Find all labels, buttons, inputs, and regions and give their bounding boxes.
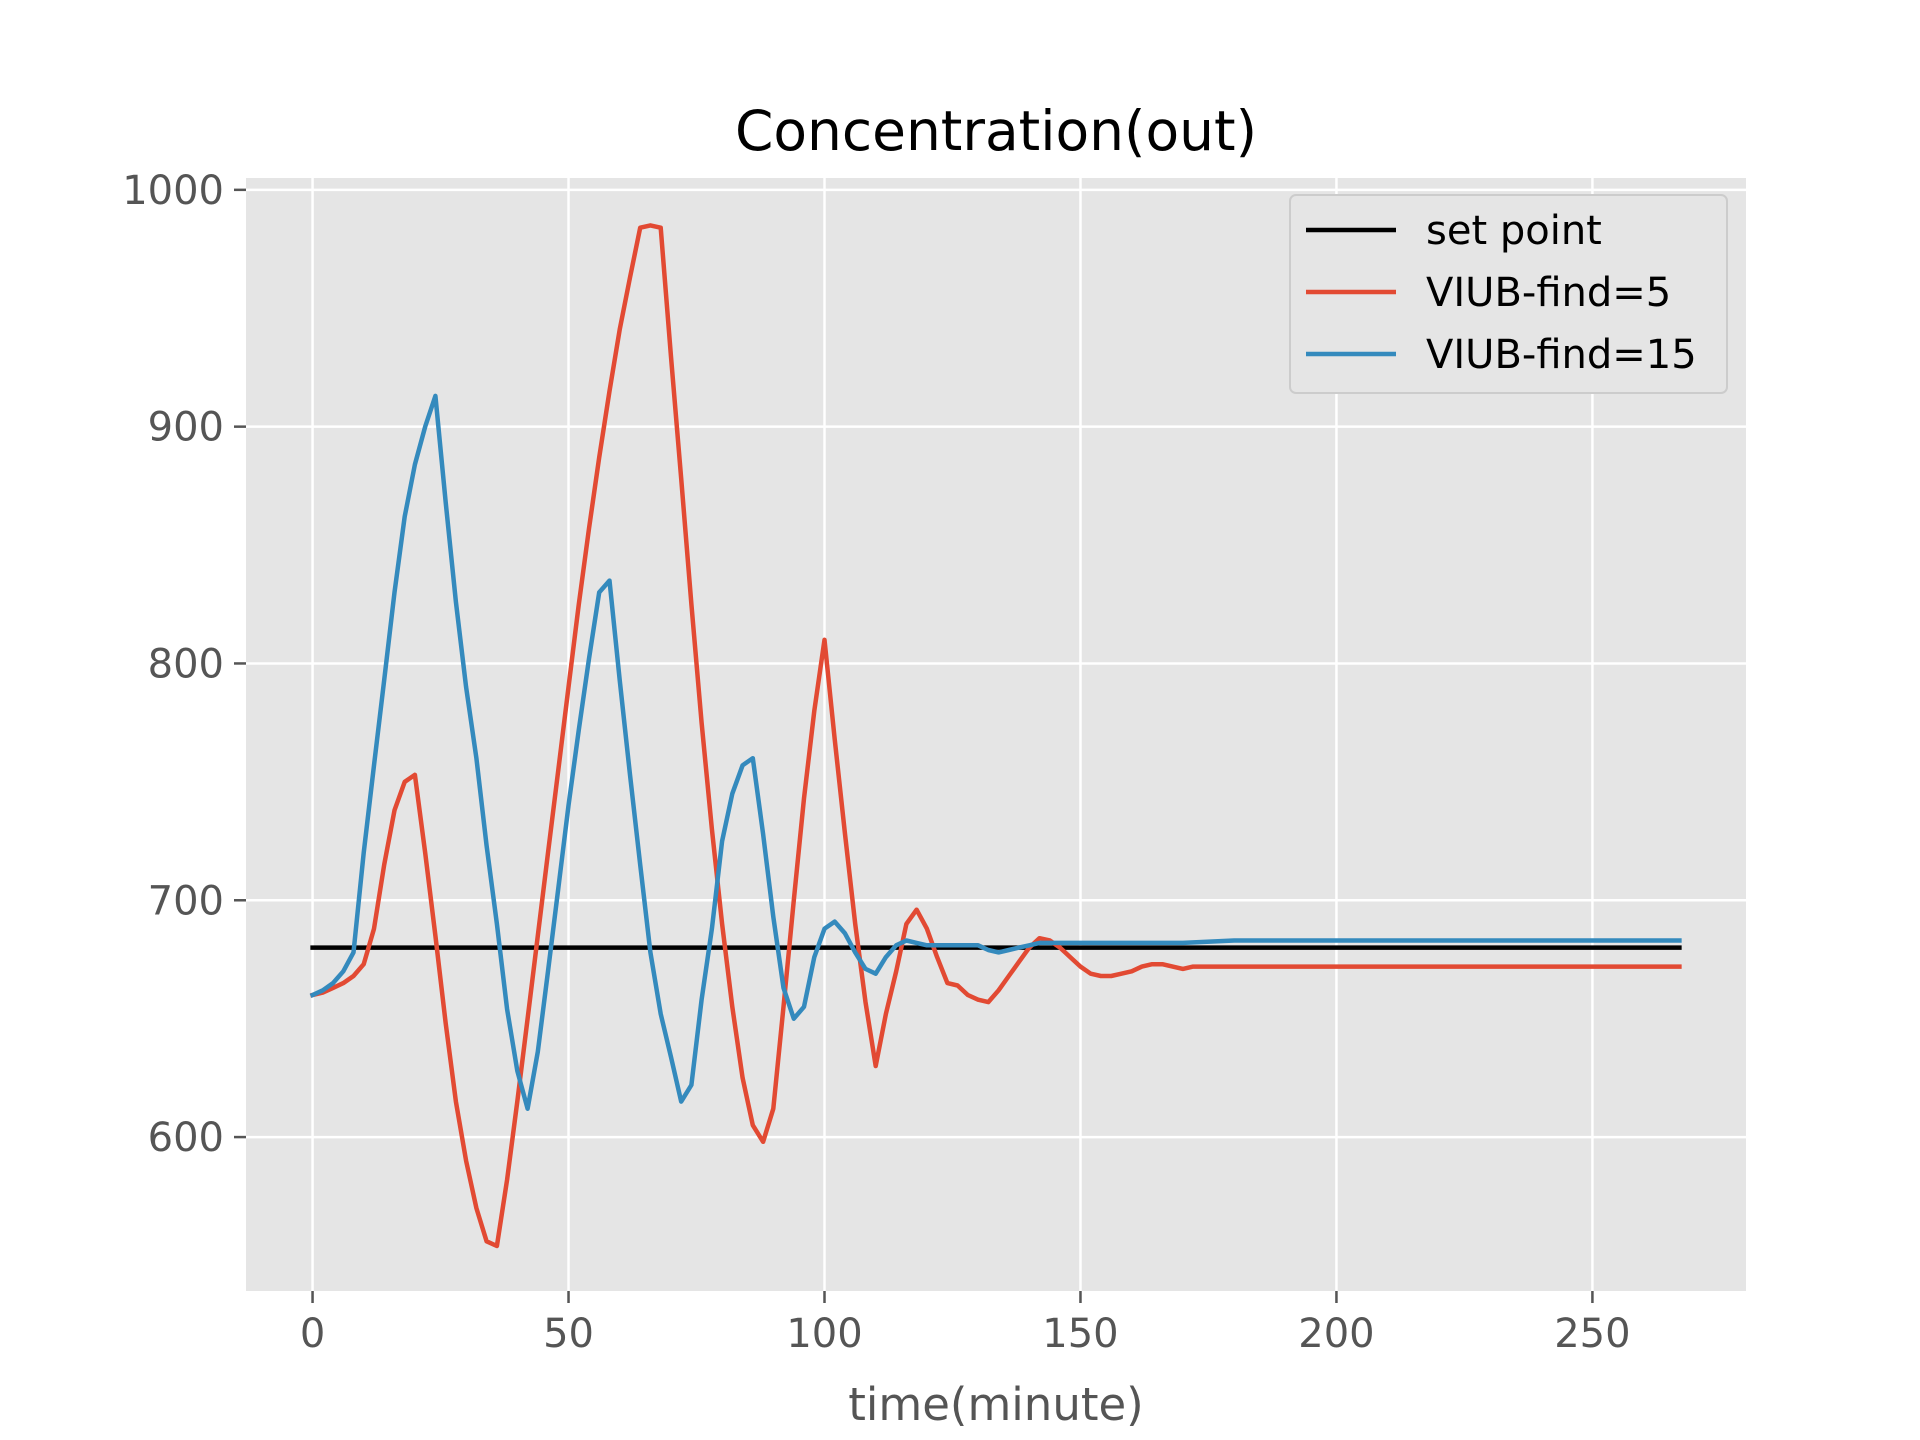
series-line-2	[309, 393, 1682, 1111]
y-tick-label: 1000	[122, 168, 224, 214]
y-tick-label: 600	[148, 1115, 224, 1161]
x-tick-label: 250	[1554, 1311, 1630, 1357]
series-line-1	[309, 223, 1682, 1249]
legend-label-0: set point	[1426, 208, 1602, 254]
y-tick-label: 900	[148, 405, 224, 451]
x-tick-label: 0	[300, 1311, 325, 1357]
x-tick-label: 150	[1042, 1311, 1118, 1357]
chart-title: Concentration(out)	[735, 99, 1257, 163]
y-tick-label: 700	[148, 878, 224, 924]
legend-label-1: VIUB-find=5	[1426, 270, 1671, 316]
legend-label-2: VIUB-find=15	[1426, 332, 1697, 378]
legend: set point VIUB-find=5 VIUB-find=15	[1289, 194, 1728, 394]
x-tick-label: 50	[543, 1311, 594, 1357]
x-axis-label: time(minute)	[848, 1378, 1144, 1431]
ticks: 0 50 100 150 200 250 600 700 800 900 1000	[122, 168, 1630, 1357]
y-tick-label: 800	[148, 641, 224, 687]
legend-box	[1289, 194, 1728, 394]
x-tick-label: 100	[786, 1311, 862, 1357]
series-layer	[309, 223, 1682, 1249]
x-tick-label: 200	[1298, 1311, 1374, 1357]
